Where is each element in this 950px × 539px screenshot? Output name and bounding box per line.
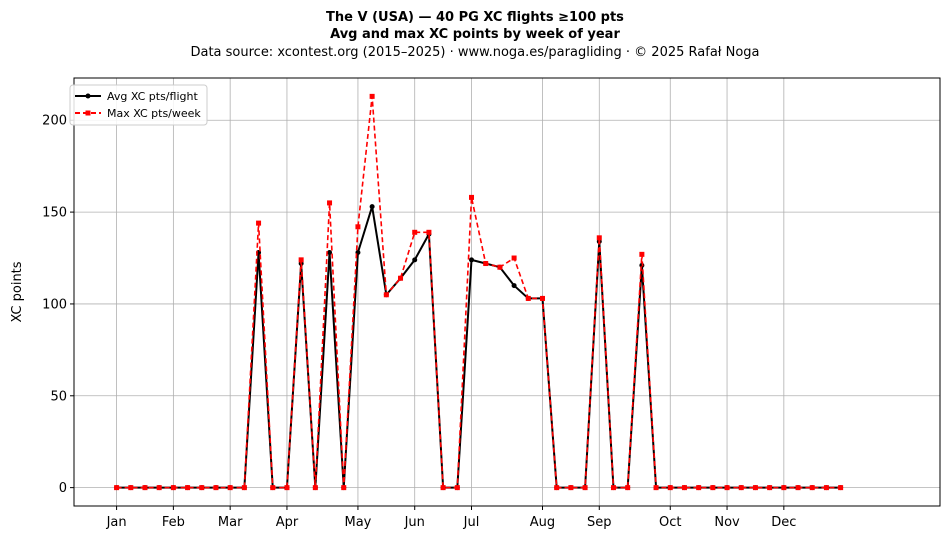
series-max-point — [767, 485, 773, 491]
series-max-point — [653, 485, 659, 491]
series-max-point — [724, 485, 730, 491]
y-tick-label: 50 — [50, 389, 67, 404]
x-tick-label: Nov — [714, 515, 740, 530]
x-tick-label: Sep — [587, 515, 612, 530]
legend-box — [69, 84, 208, 126]
series-max-point — [667, 485, 673, 491]
series-max-point — [454, 485, 460, 491]
series-max-point — [355, 224, 361, 230]
x-tick-label: Jun — [404, 515, 425, 530]
series-max-point — [440, 485, 446, 491]
series-max-point — [170, 485, 176, 491]
series-max-point — [312, 485, 318, 491]
series-max-point — [554, 485, 560, 491]
legend-max-marker — [85, 110, 91, 116]
series-max-point — [752, 485, 758, 491]
series-max-point — [398, 275, 404, 281]
x-tick-label: Feb — [162, 515, 185, 530]
series-avg-line — [116, 205, 841, 489]
series-max-point — [625, 485, 631, 491]
series-avg-point — [511, 283, 517, 289]
legend: Avg XC pts/flight Max XC pts/week — [69, 84, 208, 126]
y-axis-label: XC points — [10, 261, 25, 322]
y-tick-label: 200 — [42, 114, 67, 129]
x-tick-label: Mar — [218, 515, 243, 530]
series-max-point — [610, 485, 616, 491]
chart-subtitle: Avg and max XC points by week of year — [330, 27, 620, 42]
series-max-point — [256, 220, 262, 226]
series-max-point — [227, 485, 233, 491]
series-max-point — [710, 485, 716, 491]
series-max-point — [696, 485, 702, 491]
series-max-point — [525, 295, 531, 301]
legend-max-label: Max XC pts/week — [107, 107, 201, 120]
series-max-point — [639, 251, 645, 257]
series-max-point — [823, 485, 829, 491]
legend-avg-label: Avg XC pts/flight — [107, 90, 198, 103]
series-max-point — [568, 485, 574, 491]
series-max-point — [681, 485, 687, 491]
series-avg-point — [327, 250, 333, 256]
series-max-point — [199, 485, 205, 491]
x-tick-label: Apr — [276, 515, 299, 530]
chart-source: Data source: xcontest.org (2015–2025) · … — [190, 45, 759, 60]
series-max-point — [128, 485, 134, 491]
series-max-point — [142, 485, 148, 491]
series-max-point — [327, 200, 333, 206]
series-max-point — [369, 93, 375, 99]
x-tick-label: Jul — [463, 515, 480, 530]
series-max-point — [738, 485, 744, 491]
y-tick-label: 150 — [42, 206, 67, 221]
series-max-point — [483, 261, 489, 267]
series-max-point — [412, 229, 418, 235]
series-avg-point — [369, 204, 375, 210]
x-tick-label: May — [344, 515, 371, 530]
series-max-line — [116, 95, 841, 489]
series-max-point — [284, 485, 290, 491]
series-max-point — [795, 485, 801, 491]
series-max-point — [213, 485, 219, 491]
x-tick-label: Dec — [771, 515, 796, 530]
series-max-point — [185, 485, 191, 491]
series-max-point — [781, 485, 787, 491]
plot-frame — [73, 77, 941, 507]
series-max-point — [270, 485, 276, 491]
series-max-point — [156, 485, 162, 491]
series-max-point — [469, 194, 475, 200]
series-avg-point — [469, 257, 475, 263]
series-max-point — [511, 255, 517, 261]
series-max-point — [497, 264, 503, 270]
ticks: Jan Feb Mar Apr May Jun Jul Aug Sep Oct Nov Dec 0 50 1… — [42, 114, 796, 530]
series-max-point — [838, 485, 844, 491]
x-tick-label: Aug — [530, 515, 555, 530]
series-avg-point — [412, 257, 418, 263]
y-tick-label: 0 — [59, 481, 67, 496]
series-max-point — [341, 485, 347, 491]
x-tick-label: Jan — [106, 515, 127, 530]
series-max-point — [426, 229, 432, 235]
series-max-point — [114, 485, 120, 491]
grid — [74, 78, 940, 506]
series-max-point — [241, 485, 247, 491]
series-max-point — [596, 235, 602, 241]
series-max-point — [809, 485, 815, 491]
series-max-point — [582, 485, 588, 491]
x-tick-label: Oct — [659, 515, 681, 530]
chart-title: The V (USA) — 40 PG XC flights ≥100 pts — [326, 10, 624, 25]
series-layer — [114, 93, 844, 491]
series-max-point — [539, 295, 545, 301]
y-tick-label: 100 — [42, 297, 67, 312]
series-max-point — [298, 257, 304, 263]
legend-avg-marker — [85, 93, 91, 99]
series-max-point — [383, 292, 389, 298]
